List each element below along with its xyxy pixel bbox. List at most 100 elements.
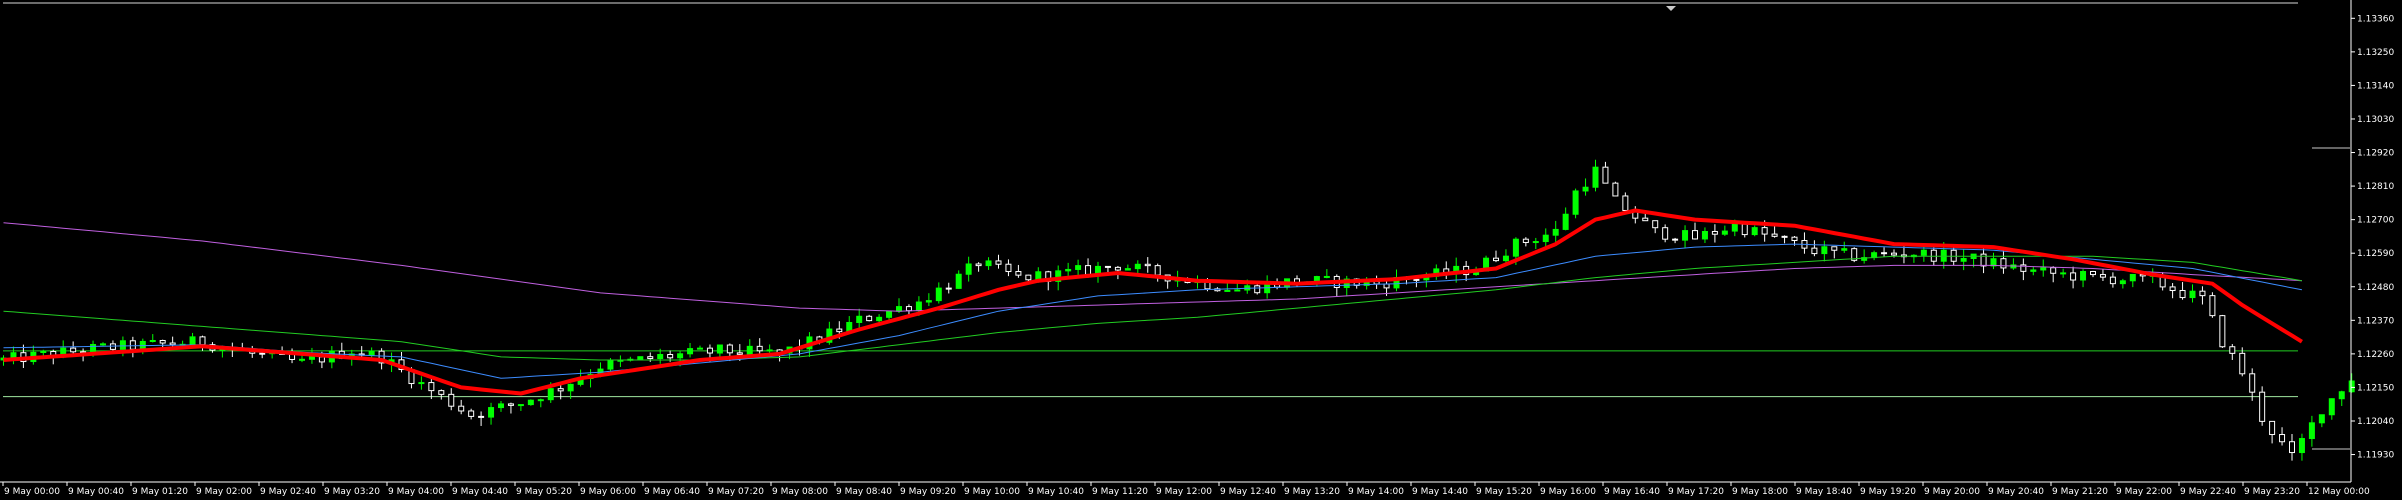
x-tick-label: 9 May 00:00 — [4, 487, 60, 497]
x-tick-label: 9 May 20:00 — [1924, 487, 1980, 497]
candle — [2000, 249, 2007, 274]
x-tick-label: 9 May 08:40 — [836, 487, 892, 497]
x-tick-label: 9 May 20:40 — [1988, 487, 2044, 497]
x-tick-label: 9 May 19:20 — [1860, 487, 1916, 497]
candle — [716, 344, 723, 357]
candle — [1622, 192, 1629, 212]
candle — [856, 308, 863, 330]
candle — [1990, 252, 1997, 270]
candle — [687, 342, 694, 358]
candle — [826, 321, 833, 345]
candle — [1075, 259, 1082, 276]
candle — [2020, 258, 2027, 281]
candle — [527, 399, 534, 406]
candle — [2179, 282, 2186, 300]
candle — [428, 376, 435, 400]
y-tick-label: 1.12370 — [2357, 316, 2394, 326]
candle — [2348, 373, 2355, 393]
candle — [1582, 178, 1589, 196]
x-tick-label: 9 May 06:40 — [644, 487, 700, 497]
x-tick-label: 9 May 10:00 — [964, 487, 1020, 497]
x-tick-label: 9 May 12:00 — [1156, 487, 1212, 497]
ma-green-line[interactable] — [3, 255, 2302, 361]
candle — [1980, 248, 1987, 274]
candle — [2298, 433, 2305, 461]
y-tick-label: 1.13250 — [2357, 48, 2394, 58]
candle — [2119, 278, 2126, 289]
y-tick-label: 1.12040 — [2357, 417, 2394, 427]
x-tick-label: 9 May 06:00 — [580, 487, 636, 497]
candle — [2289, 434, 2295, 461]
y-tick-label: 1.12480 — [2357, 283, 2394, 293]
y-tick-label: 1.11930 — [2357, 451, 2394, 461]
candle — [945, 282, 952, 294]
candle — [1662, 224, 1669, 243]
candle — [1254, 284, 1261, 295]
candle — [1552, 220, 1559, 243]
candle — [2318, 414, 2325, 428]
candle — [975, 262, 982, 272]
candle — [1562, 207, 1569, 231]
candle — [1144, 257, 1151, 273]
candle — [1652, 220, 1659, 234]
y-tick-label: 1.12150 — [2357, 383, 2394, 393]
candle — [1502, 249, 1509, 264]
candle — [478, 411, 485, 426]
candle — [498, 400, 504, 412]
x-tick-label: 9 May 10:40 — [1028, 487, 1084, 497]
candle — [2109, 272, 2116, 288]
candle — [1612, 181, 1619, 197]
x-tick-label: 9 May 08:00 — [772, 487, 828, 497]
candle — [2239, 347, 2246, 377]
candle — [1542, 228, 1549, 248]
y-tick-label: 1.12920 — [2357, 149, 2394, 159]
candle — [2269, 420, 2276, 444]
candle — [1522, 237, 1529, 247]
candle — [1025, 274, 1032, 282]
candle — [1323, 269, 1330, 279]
ma-blue-line[interactable] — [3, 243, 2302, 379]
candle — [1592, 159, 1599, 192]
x-tick-label: 9 May 16:40 — [1604, 487, 1660, 497]
candle — [925, 293, 932, 307]
candle — [1711, 224, 1718, 243]
x-tick-label: 12 May 00:00 — [2308, 487, 2370, 497]
candle — [2070, 266, 2077, 289]
candle — [2308, 415, 2315, 447]
x-tick-label: 9 May 12:40 — [1220, 487, 1276, 497]
candle — [1811, 240, 1818, 257]
candle — [1015, 264, 1022, 278]
candle — [2090, 270, 2096, 278]
candle — [458, 399, 465, 415]
candle — [985, 257, 992, 270]
candle — [2328, 398, 2335, 420]
x-tick-label: 9 May 22:40 — [2180, 487, 2236, 497]
candle — [1960, 249, 1967, 271]
candle — [2189, 284, 2196, 303]
candle — [567, 383, 574, 399]
x-tick-label: 9 May 16:00 — [1540, 487, 1596, 497]
x-tick-label: 9 May 18:00 — [1732, 487, 1788, 497]
chart-shift-marker-icon[interactable] — [1666, 6, 1676, 11]
candle — [1771, 226, 1778, 238]
candle — [1682, 225, 1689, 249]
y-tick-label: 1.13030 — [2357, 115, 2394, 125]
candle — [955, 270, 962, 289]
candle — [866, 314, 873, 322]
candle — [418, 376, 425, 390]
candles — [0, 159, 2355, 461]
x-tick-label: 9 May 13:20 — [1284, 487, 1340, 497]
y-tick-label: 1.12700 — [2357, 216, 2394, 226]
x-tick-label: 9 May 03:20 — [324, 487, 380, 497]
x-tick-label: 9 May 23:20 — [2244, 487, 2300, 497]
ma-red-line[interactable] — [3, 208, 2303, 396]
x-tick-label: 9 May 14:00 — [1348, 487, 1404, 497]
y-axis-ticks: 1.13360 1.13250 1.13140 1.13030 1.12920 1.128… — [2351, 14, 2394, 461]
ma-violet-line[interactable] — [3, 222, 2302, 312]
horizontal-levels — [3, 2, 2350, 450]
y-tick-label: 1.13360 — [2357, 14, 2394, 24]
candle — [965, 256, 972, 282]
candle — [1134, 260, 1141, 275]
candle — [1642, 213, 1649, 222]
